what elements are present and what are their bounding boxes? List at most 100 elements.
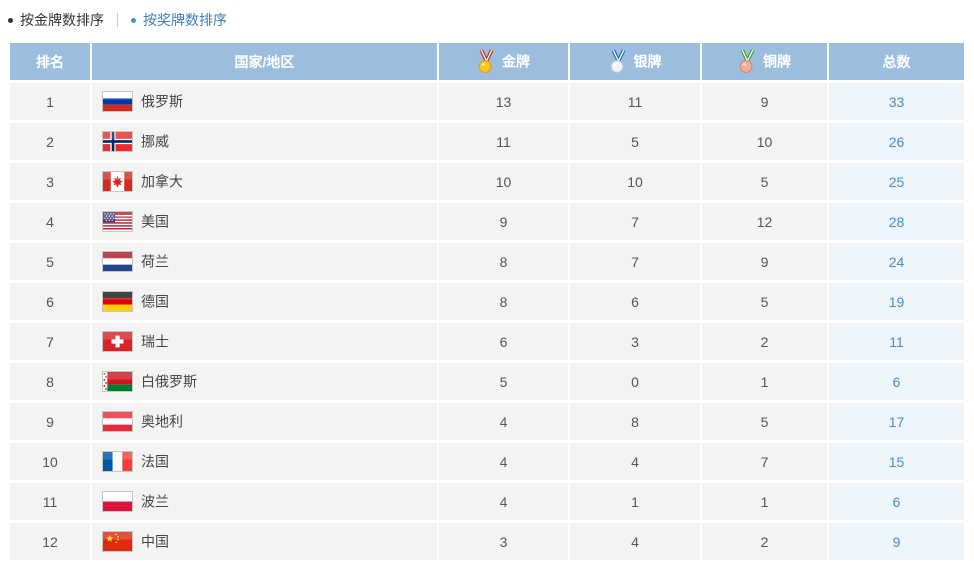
table-row: 12 中国 3 4 2 9 — [10, 523, 964, 560]
country-name: 波兰 — [141, 493, 169, 510]
total-count-cell: 6 — [829, 483, 964, 520]
bronze-count-cell: 9 — [702, 83, 827, 120]
bronze-count-cell: 12 — [702, 203, 827, 240]
country-flag-icon — [102, 91, 133, 112]
silver-count-cell: 10 — [570, 163, 700, 200]
gold-count-cell: 6 — [439, 323, 568, 360]
country-cell: 美国 — [92, 203, 437, 240]
table-row: 7 瑞士 6 3 2 11 — [10, 323, 964, 360]
country-cell: 瑞士 — [92, 323, 437, 360]
silver-count-cell: 11 — [570, 83, 700, 120]
bullet-icon — [8, 17, 13, 23]
silver-count-cell: 4 — [570, 523, 700, 560]
gold-count-cell: 11 — [439, 123, 568, 160]
bronze-count-cell: 7 — [702, 443, 827, 480]
gold-medal-icon — [477, 49, 496, 74]
table-row: 4 美国 9 7 12 28 — [10, 203, 964, 240]
gold-count-cell: 8 — [439, 243, 568, 280]
bronze-count-cell: 2 — [702, 323, 827, 360]
bronze-count-cell: 1 — [702, 363, 827, 400]
total-count-cell: 19 — [829, 283, 964, 320]
silver-count-cell: 7 — [570, 203, 700, 240]
bronze-medal-icon — [738, 49, 757, 74]
gold-count-cell: 8 — [439, 283, 568, 320]
rank-cell: 8 — [10, 363, 90, 400]
country-flag-icon — [102, 131, 133, 152]
country-flag-icon — [102, 211, 133, 232]
rank-cell: 3 — [10, 163, 90, 200]
rank-cell: 12 — [10, 523, 90, 560]
country-cell: 挪威 — [92, 123, 437, 160]
silver-count-cell: 3 — [570, 323, 700, 360]
country-cell: 白俄罗斯 — [92, 363, 437, 400]
table-row: 11 波兰 4 1 1 6 — [10, 483, 964, 520]
country-flag-icon — [102, 371, 133, 392]
tab-sort-by-medals[interactable]: 按奖牌数排序 — [131, 10, 227, 30]
country-cell: 波兰 — [92, 483, 437, 520]
total-count-cell: 15 — [829, 443, 964, 480]
country-name: 瑞士 — [141, 333, 169, 350]
gold-count-cell: 10 — [439, 163, 568, 200]
table-row: 2 挪威 11 5 10 26 — [10, 123, 964, 160]
table-row: 10 法国 4 4 7 15 — [10, 443, 964, 480]
gold-count-cell: 4 — [439, 483, 568, 520]
country-flag-icon — [102, 331, 133, 352]
country-flag-icon — [102, 531, 133, 552]
bronze-count-cell: 5 — [702, 283, 827, 320]
total-count-cell: 17 — [829, 403, 964, 440]
rank-cell: 6 — [10, 283, 90, 320]
medal-table: 排名 国家/地区 金牌 银牌 铜牌 总数 1 俄罗斯 13 11 9 33 2 … — [8, 40, 966, 563]
silver-count-cell: 4 — [570, 443, 700, 480]
rank-cell: 2 — [10, 123, 90, 160]
country-flag-icon — [102, 291, 133, 312]
gold-count-cell: 4 — [439, 443, 568, 480]
country-name: 法国 — [141, 453, 169, 470]
total-count-cell: 33 — [829, 83, 964, 120]
tab-sort-by-gold[interactable]: 按金牌数排序 — [8, 10, 104, 30]
country-cell: 奥地利 — [92, 403, 437, 440]
header-silver: 银牌 — [570, 43, 700, 80]
table-row: 9 奥地利 4 8 5 17 — [10, 403, 964, 440]
total-count-cell: 9 — [829, 523, 964, 560]
silver-count-cell: 0 — [570, 363, 700, 400]
bronze-count-cell: 2 — [702, 523, 827, 560]
gold-count-cell: 9 — [439, 203, 568, 240]
table-row: 5 荷兰 8 7 9 24 — [10, 243, 964, 280]
rank-cell: 9 — [10, 403, 90, 440]
bronze-count-cell: 5 — [702, 163, 827, 200]
gold-count-cell: 3 — [439, 523, 568, 560]
country-cell: 德国 — [92, 283, 437, 320]
country-flag-icon — [102, 451, 133, 472]
country-name: 白俄罗斯 — [141, 373, 197, 390]
silver-count-cell: 5 — [570, 123, 700, 160]
country-flag-icon — [102, 411, 133, 432]
sort-tabs: 按金牌数排序 按奖牌数排序 — [0, 0, 974, 40]
bronze-count-cell: 10 — [702, 123, 827, 160]
bullet-icon — [131, 17, 136, 23]
total-count-cell: 11 — [829, 323, 964, 360]
silver-count-cell: 8 — [570, 403, 700, 440]
country-cell: 加拿大 — [92, 163, 437, 200]
table-row: 6 德国 8 6 5 19 — [10, 283, 964, 320]
gold-count-cell: 4 — [439, 403, 568, 440]
country-name: 奥地利 — [141, 413, 183, 430]
total-count-cell: 6 — [829, 363, 964, 400]
silver-count-cell: 1 — [570, 483, 700, 520]
rank-cell: 5 — [10, 243, 90, 280]
gold-count-cell: 13 — [439, 83, 568, 120]
total-count-cell: 26 — [829, 123, 964, 160]
rank-cell: 11 — [10, 483, 90, 520]
bronze-count-cell: 9 — [702, 243, 827, 280]
header-country: 国家/地区 — [92, 43, 437, 80]
gold-count-cell: 5 — [439, 363, 568, 400]
tab-sort-by-medals-label: 按奖牌数排序 — [143, 12, 227, 28]
total-count-cell: 25 — [829, 163, 964, 200]
country-name: 挪威 — [141, 133, 169, 150]
country-name: 美国 — [141, 213, 169, 230]
rank-cell: 1 — [10, 83, 90, 120]
bronze-count-cell: 5 — [702, 403, 827, 440]
country-cell: 荷兰 — [92, 243, 437, 280]
country-name: 加拿大 — [141, 173, 183, 190]
table-header-row: 排名 国家/地区 金牌 银牌 铜牌 总数 — [10, 43, 964, 80]
bronze-count-cell: 1 — [702, 483, 827, 520]
